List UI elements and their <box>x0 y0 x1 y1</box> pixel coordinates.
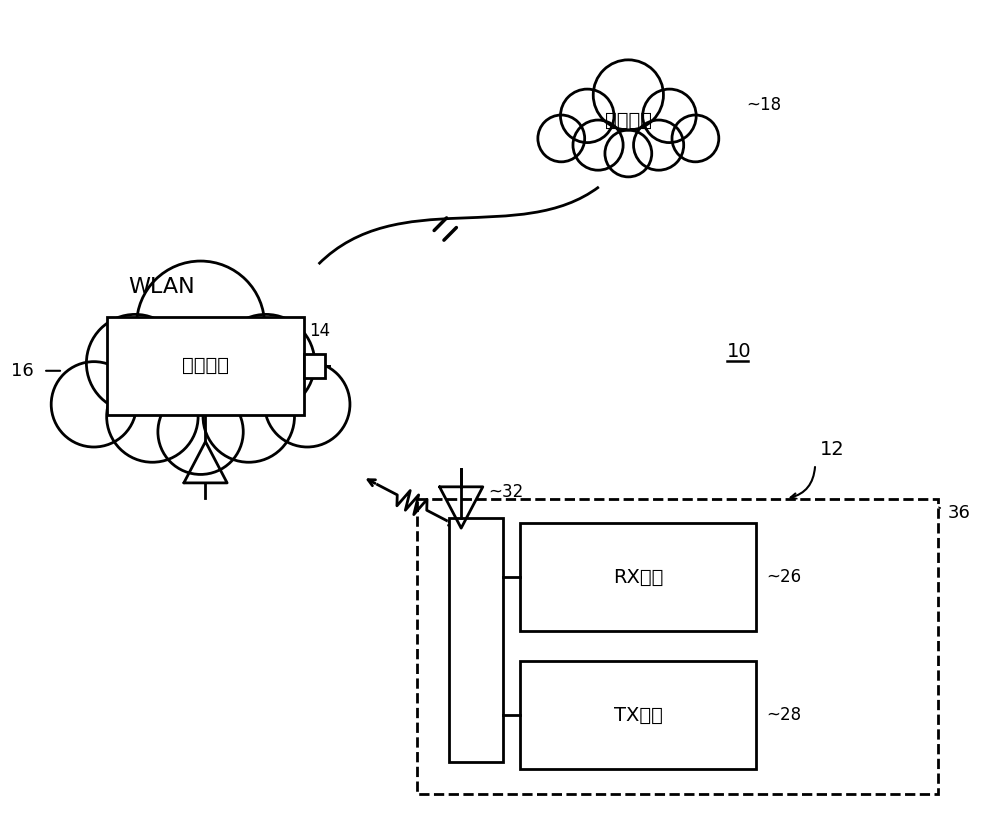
FancyArrowPatch shape <box>935 504 940 508</box>
Text: 16: 16 <box>11 362 33 380</box>
Circle shape <box>51 362 137 447</box>
Bar <box>304 354 325 377</box>
Circle shape <box>137 261 265 389</box>
Text: ~28: ~28 <box>766 706 801 724</box>
Text: 外部网络: 外部网络 <box>605 110 652 129</box>
Text: RX部分: RX部分 <box>613 568 663 587</box>
Bar <box>520 660 756 769</box>
Text: ~18: ~18 <box>746 96 781 114</box>
Bar <box>107 316 304 415</box>
Bar <box>520 524 756 631</box>
Circle shape <box>605 130 652 177</box>
Circle shape <box>538 115 585 162</box>
Circle shape <box>672 115 719 162</box>
Circle shape <box>86 315 184 412</box>
Text: 12: 12 <box>820 440 845 459</box>
Circle shape <box>643 89 696 143</box>
Text: 14: 14 <box>309 321 330 340</box>
Bar <box>449 519 503 762</box>
Circle shape <box>217 315 315 412</box>
Circle shape <box>560 89 614 143</box>
FancyArrowPatch shape <box>791 467 815 498</box>
Text: 网络站点: 网络站点 <box>182 357 229 376</box>
Circle shape <box>107 371 198 463</box>
Bar <box>417 498 938 793</box>
Text: WLAN: WLAN <box>128 277 195 297</box>
Circle shape <box>158 389 243 474</box>
Text: 36: 36 <box>948 504 971 522</box>
Text: ~26: ~26 <box>766 569 801 586</box>
Circle shape <box>593 60 663 130</box>
Text: ~32: ~32 <box>489 483 524 501</box>
Circle shape <box>203 371 294 463</box>
Text: TX部分: TX部分 <box>614 706 663 725</box>
Circle shape <box>634 120 684 170</box>
Text: 10: 10 <box>727 342 751 361</box>
Circle shape <box>265 362 350 447</box>
Circle shape <box>573 120 623 170</box>
